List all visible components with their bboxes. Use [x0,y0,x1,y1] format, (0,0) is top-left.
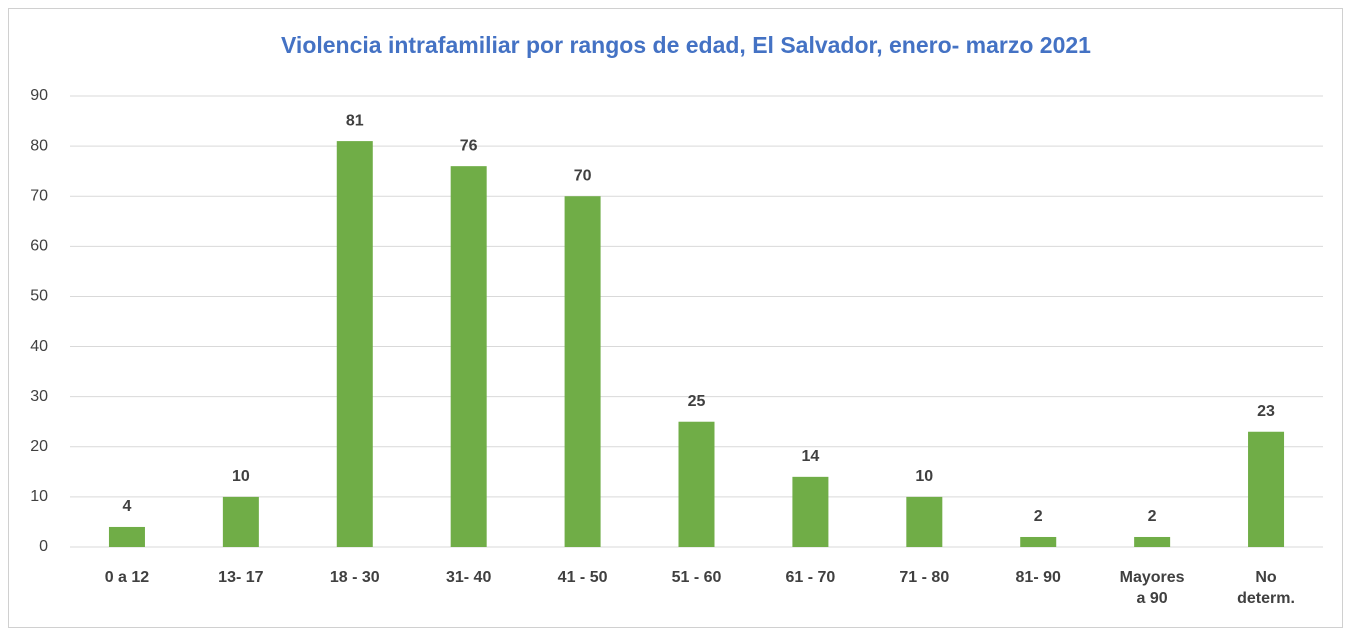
bar [678,421,715,547]
bar [450,166,487,547]
bar [792,476,829,547]
y-tick-label: 60 [30,238,48,255]
bar [108,526,145,547]
y-tick-label: 50 [30,288,48,305]
data-label: 4 [123,498,132,515]
data-label: 10 [915,468,933,485]
data-label: 76 [460,137,478,154]
x-tick-label: Mayores a 90 [1119,569,1185,607]
chart-border [8,8,1343,628]
x-tick-label: No determ. [1237,569,1295,607]
bar [564,196,601,547]
y-tick-label: 70 [30,187,48,204]
y-tick-label: 30 [30,388,48,405]
x-tick-label: 81- 90 [1015,569,1061,586]
x-tick-label: 31- 40 [445,569,492,586]
x-tick-label: 41 - 50 [557,569,608,586]
data-label: 10 [232,468,250,485]
x-tick-label: 13- 17 [218,569,264,586]
data-label: 70 [574,167,592,184]
bar [1020,536,1057,547]
bar [1248,431,1285,547]
data-label: 25 [688,393,706,410]
x-tick-label: 61 - 70 [785,569,836,586]
x-tick-label: 51 - 60 [671,569,722,586]
y-tick-label: 80 [30,137,48,154]
y-tick-label: 40 [30,338,48,355]
x-tick-label: 71 - 80 [899,569,950,586]
y-tick-label: 10 [30,488,48,505]
data-label: 14 [802,448,820,465]
bar [336,141,373,547]
bar [906,496,943,547]
bar [1134,536,1171,547]
y-tick-label: 0 [39,538,48,555]
bar [222,496,259,547]
x-tick-label: 0 a 12 [104,569,150,586]
x-tick-label: 18 - 30 [329,569,380,586]
data-label: 2 [1148,508,1157,525]
data-label: 2 [1034,508,1043,525]
data-label: 81 [346,112,364,129]
y-tick-label: 20 [30,438,48,455]
y-tick-label: 90 [30,87,48,104]
data-label: 23 [1257,403,1275,420]
chart-title: Violencia intrafamiliar por rangos de ed… [281,32,1091,58]
